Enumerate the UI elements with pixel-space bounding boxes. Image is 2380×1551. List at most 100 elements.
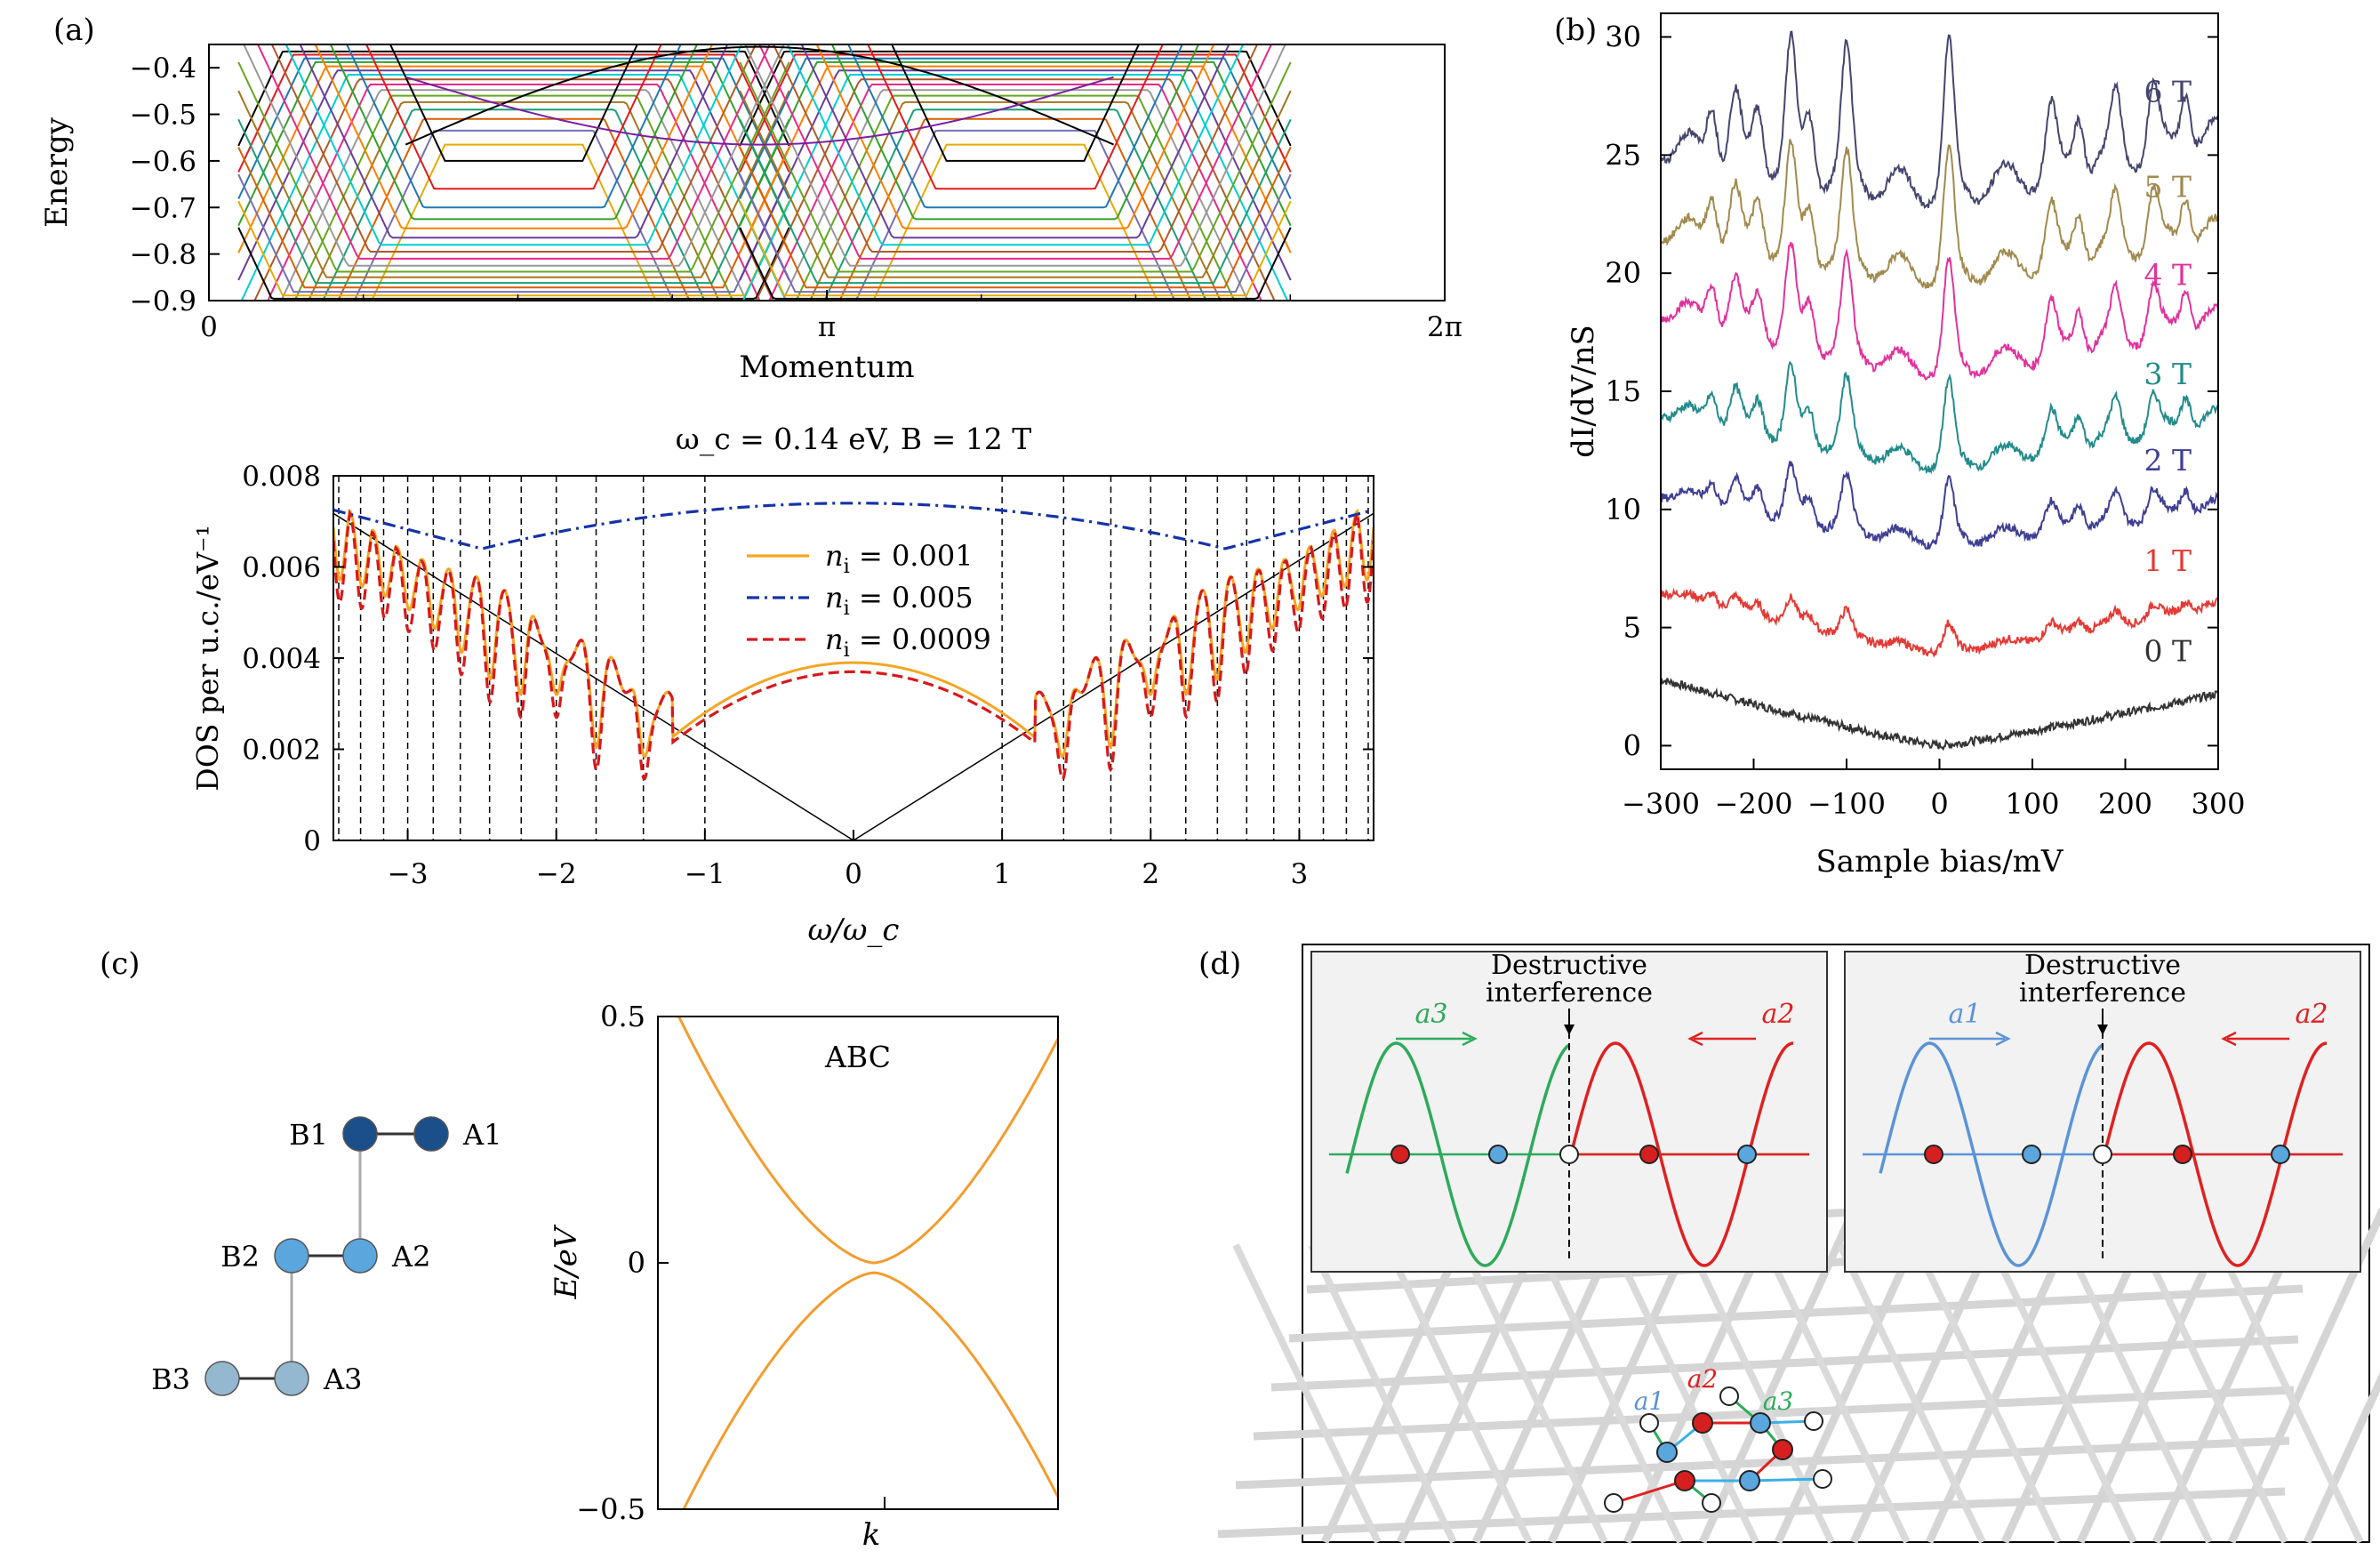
- atom: [1488, 1145, 1508, 1164]
- lower-band-0-10: [237, 61, 790, 273]
- upper-band-1-9: [781, 89, 1249, 301]
- y-tick-label: −0.9: [130, 285, 196, 317]
- empty-site: [1804, 1411, 1823, 1431]
- atom: [1737, 1145, 1757, 1164]
- lower-band-0-9: [243, 44, 785, 267]
- y-tick-label: 25: [1605, 138, 1641, 172]
- upper-band-0-5: [237, 69, 790, 281]
- sts-series-label-1: 1 T: [2144, 543, 2192, 578]
- lower-band-1-16: [739, 227, 1292, 300]
- atom-A3: [274, 1361, 309, 1396]
- grid-bar: [1988, 1243, 2137, 1544]
- upper-band-0-10: [293, 94, 734, 301]
- grid-bar: [1761, 1243, 1911, 1544]
- x-tick-label: 200: [2098, 787, 2152, 821]
- red-site: [1772, 1439, 1793, 1460]
- pointer-arrowhead: [1564, 1025, 1575, 1035]
- sts-curve-0: [1661, 678, 2218, 751]
- hop-bond: [1613, 1479, 1686, 1505]
- arrowhead-right-wave: [2221, 1031, 2237, 1047]
- chart-title: ω_c = 0.14 eV, B = 12 T: [676, 422, 1031, 457]
- x-tick-label: 0: [845, 858, 862, 890]
- upper-band-0-9: [280, 89, 748, 301]
- hop-bond: [1749, 1477, 1823, 1483]
- x-tick-label: 100: [2005, 787, 2059, 821]
- interference-label-bottom: interference: [2019, 977, 2186, 1009]
- upper-band-0-3: [237, 60, 790, 227]
- atom: [1639, 1145, 1659, 1164]
- sts-series-label-0: 0 T: [2144, 633, 2192, 668]
- upper-band-0-8: [267, 84, 761, 301]
- lower-band-1-2: [847, 44, 1183, 209]
- lower-band-0-8: [256, 44, 771, 260]
- dos-series-1: [333, 502, 1374, 550]
- upper-band-1-2: [739, 57, 1292, 200]
- y-axis-label: E/eV: [549, 1224, 584, 1299]
- x-tick-label: −1: [685, 858, 725, 890]
- panel-label-a: (a): [53, 12, 95, 48]
- panel-c: A1 B1 A2 B2 A3 B3 0.5 0 −0.5 ABC k E/eV: [151, 1000, 1059, 1551]
- y-tick-label: 0.5: [600, 1000, 645, 1033]
- empty-site: [1702, 1493, 1721, 1513]
- interference-label-top: Destructive: [2024, 950, 2181, 981]
- upper-band-0-11: [307, 100, 720, 301]
- atom-B1: [342, 1116, 378, 1152]
- grid-bar: [1535, 1243, 1684, 1544]
- hop-label-a2: a2: [1687, 1364, 1719, 1394]
- atom: [2173, 1145, 2192, 1164]
- upper-band-0-4: [237, 65, 790, 253]
- lower-band-0-13: [237, 147, 790, 289]
- upper-band-0-2: [237, 57, 790, 200]
- atom-B2: [274, 1238, 309, 1274]
- upper-band-1-13: [838, 117, 1192, 301]
- upper-band-0-6: [240, 74, 788, 301]
- lower-band-0-2: [346, 44, 682, 209]
- atom-label-B3: B3: [151, 1362, 190, 1396]
- sts-series-label-5: 5 T: [2144, 170, 2192, 205]
- y-tick-label: −0.7: [130, 192, 196, 224]
- chart-a-top: −0.4 −0.5 −0.6 −0.7 −0.8 −0.90 π 2π Momentum Ener…: [39, 44, 1462, 385]
- atom: [2022, 1145, 2041, 1164]
- lower-band-0-4: [314, 44, 714, 229]
- x-tick-label: π: [818, 311, 836, 343]
- empty-site: [1813, 1469, 1832, 1489]
- lower-band-1-7: [772, 44, 1259, 253]
- y-tick-label: 5: [1623, 611, 1641, 645]
- y-tick-label: 0: [628, 1246, 645, 1280]
- sts-plot-area: [1661, 30, 2218, 751]
- atom-B3: [204, 1361, 240, 1396]
- y-tick-label: −0.5: [576, 1492, 645, 1526]
- upper-band-0-1: [237, 53, 790, 173]
- atom-label-A2: A2: [391, 1240, 430, 1274]
- legend-label-0: ni = 0.001: [825, 539, 974, 578]
- lower-band-0-5: [299, 44, 729, 239]
- x-tick-label: 2π: [1427, 311, 1462, 343]
- y-tick-label: 0.004: [242, 643, 321, 675]
- edge-state-2: [405, 76, 1114, 146]
- x-tick-label: −100: [1807, 787, 1886, 821]
- linear-dos: [333, 512, 1374, 840]
- arrowhead-left-wave: [1995, 1031, 2011, 1047]
- y-tick-label: −0.5: [130, 100, 196, 132]
- x-tick-label: 0: [200, 311, 218, 343]
- sts-curve-5: [1661, 139, 2218, 289]
- y-tick-label: 20: [1605, 256, 1641, 290]
- wave-left-label: a3: [1415, 999, 1448, 1030]
- y-tick-label: −0.4: [130, 52, 196, 84]
- wave-right: [2103, 1041, 2328, 1267]
- grid-bar: [1459, 1243, 1608, 1544]
- y-axis-label: Energy: [39, 117, 75, 228]
- grid-bar: [1686, 1243, 1835, 1544]
- x-tick-label: 0: [1930, 787, 1948, 821]
- empty-site: [1604, 1493, 1623, 1513]
- empty-site: [1719, 1386, 1739, 1406]
- x-tick-label: −300: [1622, 787, 1700, 821]
- grid-bar: [1837, 1243, 1986, 1544]
- lower-band-1-0: [891, 44, 1141, 162]
- sts-curve-2: [1661, 461, 2218, 550]
- hop-label-a1: a1: [1634, 1386, 1665, 1416]
- lower-band-0-12: [237, 118, 790, 285]
- grid-bar: [2139, 1243, 2288, 1544]
